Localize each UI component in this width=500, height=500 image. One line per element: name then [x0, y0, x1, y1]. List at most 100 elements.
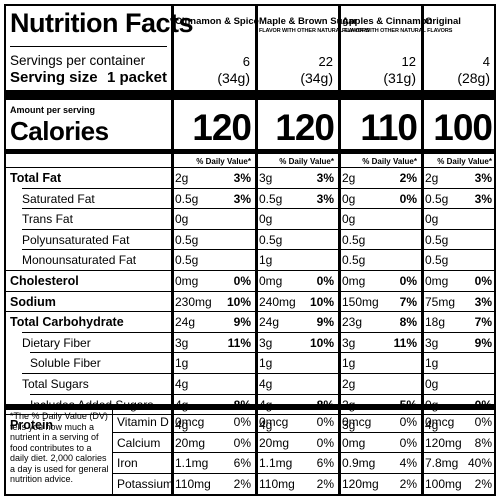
vitamin-amount: 0mg [342, 435, 366, 450]
nutrient-row: Monounsaturated Fat 0.5g 1g 0.5g 0.5g [6, 250, 494, 270]
vitamin-dv: 0% [399, 415, 417, 429]
nutrient-dv [298, 374, 334, 394]
nutrient-dv: 3% [474, 294, 492, 309]
servings-row: Servings per container [10, 53, 167, 68]
nutrient-dv: 0% [399, 191, 417, 206]
nutrient-dv [381, 250, 417, 270]
nutrient-amount: 1g [175, 356, 189, 371]
nutrient-dv: 9% [316, 315, 334, 330]
nutrient-dv: 11% [227, 335, 251, 350]
nutrient-dv [298, 353, 334, 373]
nutrient-dv: 10% [309, 335, 334, 350]
row-separator [30, 352, 494, 354]
nutrient-amount: 0g [425, 212, 439, 227]
vitamin-dv: 0% [233, 415, 251, 429]
vitamin-amount: 1.1mg [259, 456, 293, 470]
nutrient-dv [298, 209, 334, 229]
nutrient-amount: 150mg [342, 294, 379, 309]
calories-value: 120 [275, 107, 335, 148]
nutrient-amount: 3g [259, 171, 273, 185]
vitamin-amount: 100mg [425, 476, 462, 491]
nutrient-dv [458, 353, 492, 373]
product-name: Apples & Cinnamon [342, 16, 433, 27]
nutrient-amount: 0.5g [259, 191, 283, 206]
nutrient-amount: 0.5g [175, 253, 199, 268]
row-separator [22, 228, 494, 230]
nutrient-amount: 0g [425, 377, 439, 391]
vitamin-dv: 0% [316, 435, 334, 450]
nutrient-dv: 11% [393, 335, 417, 350]
row-separator [113, 472, 494, 474]
nutrient-dv: 10% [309, 294, 334, 309]
nutrient-amount: 3g [259, 335, 273, 350]
nutrient-dv: 0% [233, 274, 251, 288]
nutrient-dv [458, 250, 492, 270]
nutrient-row: Cholesterol 0mg 0% 0mg 0% 0mg 0% 0mg 0% [6, 271, 494, 291]
nutrient-dv [298, 250, 334, 270]
serving-size-row: Serving size 1 packet [10, 69, 167, 86]
nutrient-amount: 0g [342, 191, 356, 206]
nutrient-amount: 2g [425, 171, 439, 185]
row-separator [22, 331, 494, 333]
nutrient-amount: 0.5g [259, 232, 283, 247]
nutrient-label: Total Carbohydrate [10, 315, 124, 330]
nutrient-row: Protein 4g 4g 3g 4g [6, 415, 494, 435]
vitamin-amount: 110mg [175, 476, 211, 491]
nutrient-amount: 75mg [425, 294, 456, 309]
row-separator [6, 311, 494, 313]
vitamin-amount: 110mg [259, 476, 295, 491]
nutrient-amount: 0.5g [425, 253, 449, 268]
nutrient-dv [458, 230, 492, 250]
vitamin-amount: 7.8mg [425, 456, 459, 470]
serving-size-value: 1 packet [106, 69, 167, 86]
nutrient-amount: 0.5g [425, 191, 449, 206]
nutrient-amount: 1g [259, 253, 273, 268]
nutrient-label: Total Sugars [22, 377, 89, 391]
nutrient-row: Sodium 230mg 10% 240mg 10% 150mg 7% 75mg 3% [6, 292, 494, 312]
nutrient-dv [381, 209, 417, 229]
nutrient-label: Monounsaturated Fat [22, 253, 137, 268]
nutrient-amount: 0.5g [175, 232, 199, 247]
nutrient-amount: 24g [259, 315, 280, 330]
row-separator [6, 290, 494, 292]
product-serving-size: (28g) [457, 70, 490, 86]
vitamin-dv: 0% [399, 435, 417, 450]
vitamin-amount: 0.9mg [342, 456, 376, 470]
nutrient-dv: 3% [316, 191, 334, 206]
row-separator [22, 208, 494, 210]
product-col-2: Maple & Brown Sugar FLAVOR WITH OTHER NA… [257, 6, 369, 90]
amount-per-serving: Amount per serving [10, 105, 96, 115]
nutrient-amount: 24g [175, 315, 196, 330]
vitamin-amount: 20mg [259, 435, 290, 450]
nutrient-dv [381, 374, 417, 394]
nutrient-label: Soluble Fiber [30, 356, 101, 371]
nutrient-dv: 2% [399, 171, 417, 185]
nutrient-dv: 8% [399, 315, 417, 330]
label-header: Nutrition Facts Servings per container S… [6, 6, 494, 90]
product-col-3: Apples & Cinnamon FLAVOR WITH OTHER NATU… [340, 6, 452, 90]
nutrient-amount: 18g [425, 315, 446, 330]
nutrient-amount: 0.5g [342, 232, 366, 247]
nutrient-dv [458, 209, 492, 229]
vitamin-label: Iron [117, 456, 138, 470]
nutrient-dv [381, 230, 417, 250]
nutrient-label: Polyunsaturated Fat [22, 232, 130, 247]
product-name: Original [425, 16, 461, 27]
nutrient-amount: 230mg [175, 294, 212, 309]
nutrient-label: Protein [10, 418, 54, 433]
calories-rule [6, 149, 494, 154]
nutrient-label: Dietary Fiber [22, 335, 91, 350]
footnote-divider [112, 410, 113, 494]
nutrient-amount: 3g [342, 418, 356, 433]
nutrient-row: Total Fat 2g 3% 3g 3% 2g 2% 2g 3% [6, 168, 494, 188]
product-servings: 12 [401, 54, 416, 69]
nutrient-dv [214, 250, 251, 270]
nutrient-dv: 0% [399, 274, 417, 288]
label-title: Nutrition Facts [10, 8, 194, 38]
nutrient-amount: 4g [175, 418, 189, 433]
vitamin-amount: 0mcg [342, 415, 372, 429]
nutrient-amount: 3g [425, 335, 439, 350]
nutrient-dv: 7% [399, 294, 417, 309]
nutrient-amount: 2g [175, 171, 189, 185]
nutrient-label: Cholesterol [10, 274, 79, 288]
